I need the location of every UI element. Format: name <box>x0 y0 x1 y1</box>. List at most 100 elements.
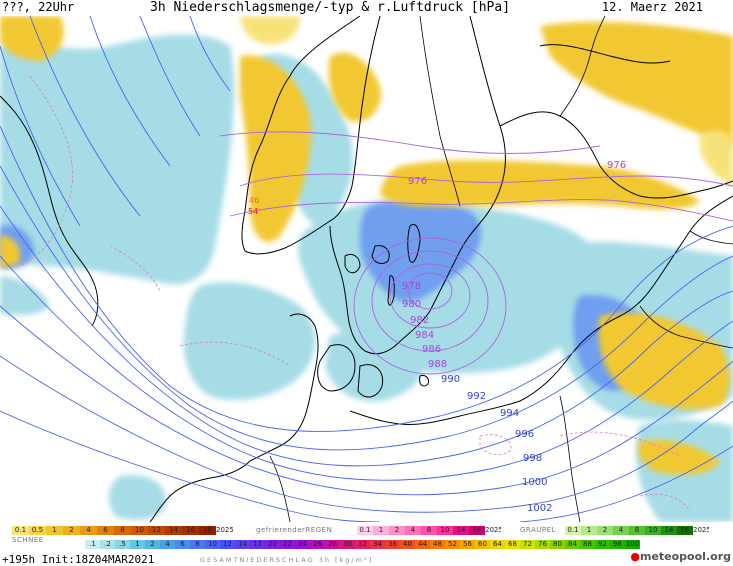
freezing_rain_scale-swatch: 14 <box>453 526 469 535</box>
snow_scale-swatch: 16 <box>182 526 199 535</box>
snow-areas-light <box>240 16 733 186</box>
freezing_rain_scale-swatch: 8 <box>421 526 437 535</box>
snow_scale-swatch: 0.5 <box>29 526 46 535</box>
total_scale-swatch: 24 <box>295 540 310 549</box>
total_scale-swatch: 40 <box>400 540 415 549</box>
total_scale-swatch: 56 <box>460 540 475 549</box>
snow_scale-swatch: 12 <box>148 526 165 535</box>
total_scale-swatch: 72 <box>520 540 535 549</box>
total_scale-swatch: 52 <box>445 540 460 549</box>
freezing_rain_scale-swatch: 4 <box>405 526 421 535</box>
total_scale-swatch: 48 <box>430 540 445 549</box>
isobar-label: 976 <box>408 176 427 187</box>
total_scale-swatch: 20 <box>265 540 280 549</box>
total_scale-swatch: .1 <box>85 540 100 549</box>
snow_scale-swatch: 6 <box>97 526 114 535</box>
total_scale-swatch: 1 <box>130 540 145 549</box>
isobar-labels: 976 976 978 980 982 984 986 988 990 992 … <box>248 160 626 514</box>
isobar-label: 990 <box>441 374 460 385</box>
snow_scale-swatch: 2 <box>63 526 80 535</box>
total_scale-swatch: 92 <box>595 540 610 549</box>
freezing_rain_scale-swatch: 10 <box>437 526 453 535</box>
total_scale-swatch: 60 <box>475 540 490 549</box>
snow-areas <box>0 16 733 475</box>
snow_scale-swatch: 18 <box>199 526 216 535</box>
snow_scale-swatch: 8 <box>114 526 131 535</box>
graupel_scale-swatch: 1 <box>581 526 597 535</box>
graupel_scale-swatch: 10 <box>645 526 661 535</box>
logo-tld: .org <box>705 550 731 563</box>
freezing_rain_scale-swatch: 1 <box>373 526 389 535</box>
isobar-label: 1000 <box>522 477 547 488</box>
snow_scale-swatch: 14 <box>165 526 182 535</box>
total_scale-swatch: .2 <box>100 540 115 549</box>
forecast-run-info: +195h Init:18Z04MAR2021 <box>2 553 155 566</box>
total_scale-swatch: 34 <box>370 540 385 549</box>
total_scale-swatch: 68 <box>505 540 520 549</box>
isobars-blue <box>0 16 733 522</box>
snow_scale-swatch: 0.1 <box>12 526 29 535</box>
isobar-label: 976 <box>607 160 626 171</box>
total-precip-scale: .1.2.5 1 2 4 6 8 10 12 14 17 20 22 24 26 28 30 32 34 36 40 4… <box>85 540 640 549</box>
total_scale-swatch: 100 <box>625 540 640 549</box>
total_scale-swatch: 36 <box>385 540 400 549</box>
total_scale-swatch: 14 <box>235 540 250 549</box>
freezing_rain_scale-swatch: 2025+ <box>485 526 501 535</box>
freezing_rain_scale-swatch: 2 <box>389 526 405 535</box>
isobar-label: 996 <box>515 429 534 440</box>
map-title: 3h Niederschlagsmenge/-typ & r.Luftdruck… <box>150 0 511 15</box>
total_scale-swatch: 22 <box>280 540 295 549</box>
graupel_scale-swatch: 16 <box>677 526 693 535</box>
snow-scale-title: SCHNEE <box>12 536 44 544</box>
total_scale-swatch: 96 <box>610 540 625 549</box>
total_scale-swatch: 88 <box>580 540 595 549</box>
logo-icon: ● <box>630 550 640 563</box>
isobar-label: 992 <box>467 391 486 402</box>
isobar-label: 982 <box>410 315 429 326</box>
valid-date-label: 12. Maerz 2021 <box>601 0 703 14</box>
total_scale-swatch: 26 <box>310 540 325 549</box>
total_scale-swatch: 84 <box>565 540 580 549</box>
graupel_scale-swatch: 2 <box>597 526 613 535</box>
snow_scale-swatch: 1 <box>46 526 63 535</box>
total_scale-swatch: 44 <box>415 540 430 549</box>
isobars-violet <box>219 131 733 375</box>
total_scale-swatch: .5 <box>115 540 130 549</box>
isobar-label: 984 <box>415 330 434 341</box>
freezing-level-lines <box>19 75 691 512</box>
total_scale-swatch: 30 <box>340 540 355 549</box>
isobar-label: 994 <box>500 408 519 419</box>
isobar-label: 998 <box>523 453 542 464</box>
freezing_rain_scale-swatch: 0.1 <box>357 526 373 535</box>
total_scale-swatch: 64 <box>490 540 505 549</box>
isobar-label: 1002 <box>527 503 552 514</box>
total_scale-swatch: 32 <box>355 540 370 549</box>
total_scale-swatch: 6 <box>175 540 190 549</box>
logo-text: meteopool <box>639 550 706 563</box>
total_scale-swatch: 28 <box>325 540 340 549</box>
freezing_rain_scale-swatch: 16 <box>469 526 485 535</box>
graupel_scale-swatch: 0.1 <box>565 526 581 535</box>
red-label: 54 <box>248 207 258 216</box>
total_scale-swatch: 76 <box>535 540 550 549</box>
total-precip-title: GESAMTNIEDERSCHLAG 3h [kg/m²] <box>200 556 374 564</box>
graupel_scale-swatch: 14 <box>661 526 677 535</box>
graupel_scale-swatch: 8 <box>629 526 645 535</box>
total_scale-swatch: 17 <box>250 540 265 549</box>
isobar-label: 986 <box>422 344 441 355</box>
meteopool-logo[interactable]: ●meteopool.org <box>630 550 731 563</box>
total_scale-swatch: 10 <box>205 540 220 549</box>
total_scale-swatch: 4 <box>160 540 175 549</box>
isobar-label: 978 <box>402 281 421 292</box>
valid-time-label: ???, 22Uhr <box>2 0 75 14</box>
snow_scale-swatch: 4 <box>80 526 97 535</box>
graupel_scale-swatch: 4 <box>613 526 629 535</box>
precipitation-pressure-map: 976 976 978 980 982 984 986 988 990 992 … <box>0 16 733 522</box>
isobar-label: 988 <box>428 359 447 370</box>
isobar-label: 980 <box>402 299 421 310</box>
total_scale-swatch: 80 <box>550 540 565 549</box>
total_scale-swatch: 8 <box>190 540 205 549</box>
